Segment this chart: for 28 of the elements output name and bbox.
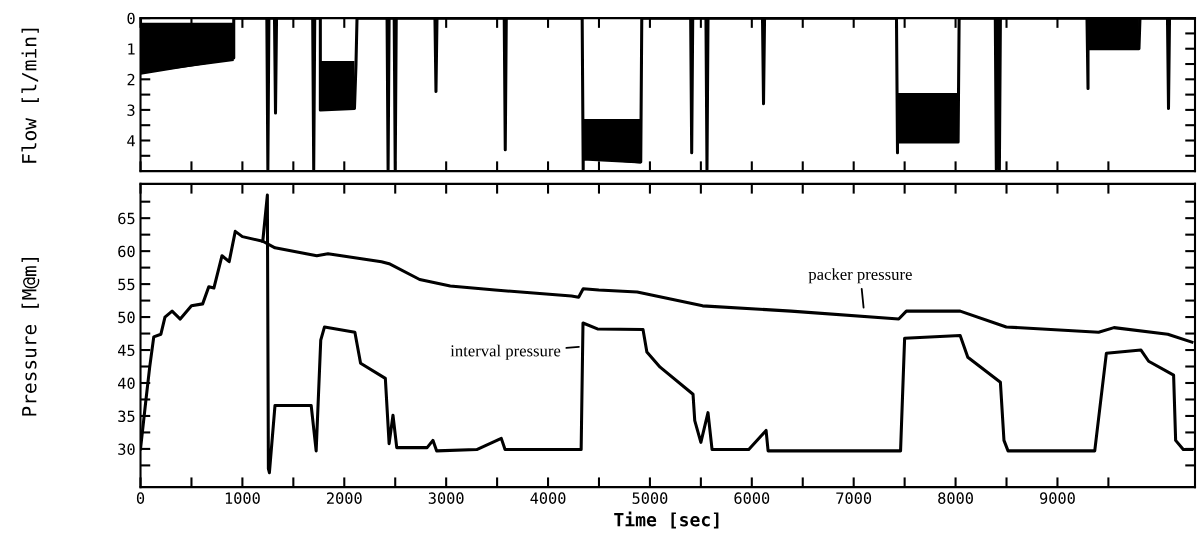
x-tick-label: 6000: [734, 492, 770, 504]
y-axis-title: Pressure [M@m]: [21, 257, 40, 416]
x-tick-label: 1000: [225, 492, 260, 504]
x-tick-label: 9000: [1040, 492, 1075, 504]
y-tick-label: 40: [118, 377, 135, 390]
y-tick-label: 30: [118, 443, 135, 455]
y-axis-title: Flow [l/min]: [21, 28, 39, 163]
y-tick-label: 4: [127, 135, 135, 147]
annotation: packer pressure: [808, 268, 912, 284]
x-tick-label: 7000: [836, 492, 872, 504]
x-tick-label: 5000: [632, 492, 668, 504]
y-tick-label: 65: [118, 212, 135, 225]
y-tick-label: 1: [128, 43, 135, 55]
y-tick-label: 2: [127, 73, 135, 86]
x-tick-label: 2000: [327, 492, 362, 504]
y-tick-label: 35: [118, 410, 135, 423]
x-tick-label: 8000: [938, 492, 973, 504]
annotation: interval pressure: [450, 344, 561, 360]
y-tick-label: 50: [118, 311, 135, 324]
x-tick-label: 0: [136, 492, 145, 504]
x-tick-label: 4000: [530, 492, 566, 504]
y-tick-label: 60: [118, 245, 135, 258]
x-tick-label: 3000: [428, 492, 464, 504]
y-tick-label: 0: [127, 12, 135, 25]
x-axis-title: Time [sec]: [614, 511, 719, 529]
y-tick-label: 55: [118, 278, 135, 291]
y-tick-label: 3: [127, 104, 135, 116]
y-tick-label: 45: [118, 344, 135, 357]
